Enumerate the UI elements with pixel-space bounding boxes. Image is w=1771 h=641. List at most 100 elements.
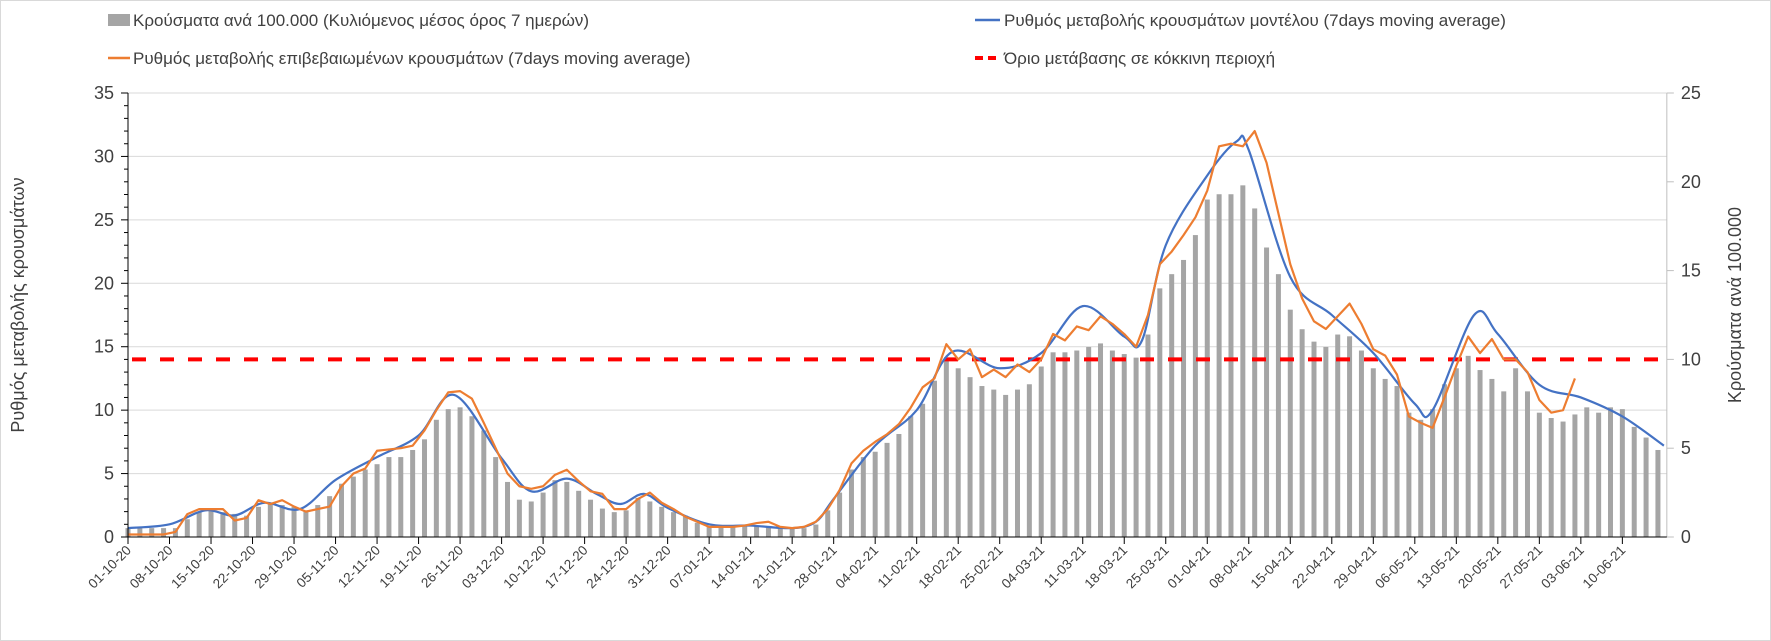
bar <box>505 481 511 537</box>
bar <box>1015 389 1020 537</box>
y-left-tick-label: 25 <box>94 210 114 230</box>
bar <box>1406 412 1412 537</box>
bar <box>1394 386 1400 537</box>
bar <box>481 430 487 537</box>
bar <box>1465 355 1471 537</box>
legend-label-model: Ρυθμός μεταβολής κρουσμάτων μοντέλου (7d… <box>1004 11 1506 30</box>
bar <box>528 501 534 537</box>
bar <box>1121 354 1127 537</box>
bar <box>1074 350 1080 537</box>
bar <box>220 512 226 537</box>
bar <box>659 506 665 537</box>
bar <box>730 526 736 537</box>
bar <box>1287 309 1293 537</box>
x-tick-label: 06-05-21 <box>1372 543 1421 592</box>
bar <box>1109 350 1115 537</box>
x-tick-label: 18-03-21 <box>1082 543 1131 592</box>
bar <box>1382 378 1388 537</box>
x-tick-label: 25-02-21 <box>957 543 1006 592</box>
bar <box>1050 352 1056 537</box>
x-tick-label: 15-10-20 <box>168 543 217 592</box>
bar <box>813 524 819 537</box>
bar <box>1643 437 1649 537</box>
bar <box>1370 368 1376 537</box>
bar <box>291 506 297 537</box>
x-tick-label: 12-11-20 <box>335 543 383 591</box>
bar <box>445 409 451 537</box>
bar <box>161 528 167 537</box>
bar <box>338 483 344 537</box>
bar <box>671 512 677 537</box>
y-left-tick-label: 5 <box>104 464 114 484</box>
bar <box>208 510 214 537</box>
y-right-tick-label: 15 <box>1681 261 1701 281</box>
bar <box>1133 357 1139 537</box>
bar <box>920 403 926 537</box>
y-left-tick-label: 15 <box>94 337 114 357</box>
x-tick-label: 11-03-21 <box>1041 543 1089 591</box>
bar <box>244 515 250 537</box>
bar <box>267 503 273 537</box>
bar <box>908 416 914 537</box>
bar <box>1584 407 1590 537</box>
bar <box>1240 185 1246 538</box>
bar <box>1216 194 1222 537</box>
x-tick-label: 05-11-20 <box>294 543 342 591</box>
bar <box>872 451 878 537</box>
x-tick-label: 01-10-20 <box>85 543 134 592</box>
x-tick-label: 04-03-21 <box>999 543 1048 592</box>
x-tick-label: 19-11-20 <box>377 543 425 591</box>
x-tick-label: 10-12-20 <box>500 543 549 592</box>
x-tick-label: 25-03-21 <box>1123 543 1172 592</box>
bar <box>1275 274 1281 537</box>
bar <box>1038 366 1044 537</box>
bar <box>1086 346 1092 537</box>
bar <box>1524 391 1530 537</box>
x-tick-label: 08-10-20 <box>127 543 176 592</box>
y-left-tick-label: 20 <box>94 273 114 293</box>
y-right-tick-label: 0 <box>1681 527 1691 547</box>
model-rate-line <box>127 134 1665 530</box>
bar <box>931 380 937 537</box>
x-tick-label: 28-01-21 <box>791 543 840 592</box>
line-series <box>127 129 1665 536</box>
bar <box>1323 346 1329 537</box>
bar <box>1608 407 1613 537</box>
bar <box>1145 334 1151 537</box>
bar <box>706 526 712 537</box>
bar <box>1596 412 1602 537</box>
legend: Κρούσματα ανά 100.000 (Κυλιόμενος μέσος … <box>108 11 1506 68</box>
bar <box>979 386 985 537</box>
bar <box>1513 368 1519 537</box>
bar <box>1311 341 1317 537</box>
legend-label-bars: Κρούσματα ανά 100.000 (Κυλιόμενος μέσος … <box>133 11 589 30</box>
y-left-tick-label: 10 <box>94 400 114 420</box>
bar <box>825 510 831 537</box>
bar <box>801 528 807 537</box>
x-tick-label: 20-05-21 <box>1455 543 1504 592</box>
bar <box>860 457 866 537</box>
bar <box>422 439 427 537</box>
y-right-tick-label: 20 <box>1681 172 1701 192</box>
bar <box>848 469 854 537</box>
bar <box>1536 412 1542 537</box>
bar <box>1264 247 1270 537</box>
bar <box>754 526 760 537</box>
x-tick-label: 21-01-21 <box>749 543 798 592</box>
x-tick-label: 26-11-20 <box>418 543 466 591</box>
bar <box>137 528 143 537</box>
x-tick-label: 22-04-21 <box>1289 543 1338 592</box>
bar <box>303 510 309 537</box>
bar <box>516 499 522 537</box>
bar <box>457 407 463 537</box>
bar <box>599 508 605 537</box>
bar <box>1062 352 1068 537</box>
x-tick-label: 08-04-21 <box>1206 543 1255 592</box>
bar <box>386 457 392 537</box>
bar <box>279 505 285 537</box>
y-axis-left-title: Ρυθμός μεταβολής κρουσμάτων <box>8 177 28 432</box>
bar <box>362 469 368 537</box>
bar <box>1418 419 1424 537</box>
x-tick-label: 14-01-21 <box>708 543 757 592</box>
bar <box>576 490 582 537</box>
